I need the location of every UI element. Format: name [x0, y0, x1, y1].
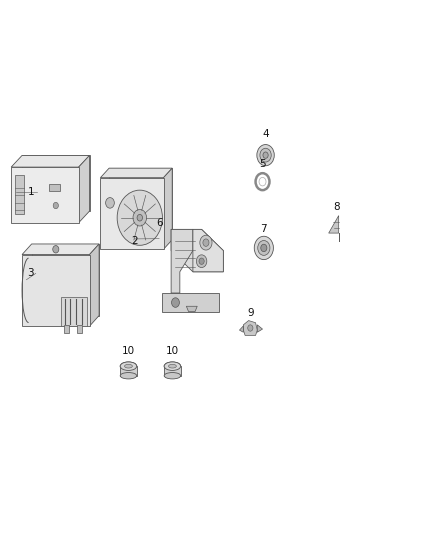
Polygon shape: [79, 156, 89, 223]
Polygon shape: [100, 168, 172, 177]
Circle shape: [196, 255, 207, 268]
Text: 1: 1: [28, 187, 34, 197]
Circle shape: [200, 235, 212, 250]
Circle shape: [199, 258, 204, 264]
Ellipse shape: [124, 365, 132, 368]
Ellipse shape: [164, 362, 181, 370]
Polygon shape: [162, 293, 219, 312]
Circle shape: [172, 298, 180, 308]
Ellipse shape: [164, 362, 181, 370]
Polygon shape: [22, 244, 99, 255]
Text: 9: 9: [247, 309, 254, 318]
Polygon shape: [22, 156, 89, 211]
Polygon shape: [22, 255, 89, 326]
Polygon shape: [163, 168, 172, 249]
Bar: [164, 366, 181, 376]
Bar: [14, 175, 24, 214]
Polygon shape: [257, 325, 262, 332]
Polygon shape: [109, 168, 172, 240]
Ellipse shape: [164, 373, 181, 379]
Ellipse shape: [120, 362, 137, 370]
Text: 10: 10: [122, 345, 135, 356]
Bar: [64, 325, 69, 333]
Polygon shape: [171, 229, 193, 293]
Circle shape: [203, 239, 209, 246]
Text: 5: 5: [259, 159, 266, 169]
Text: 6: 6: [156, 218, 162, 228]
Circle shape: [106, 198, 114, 208]
Circle shape: [53, 203, 58, 209]
Polygon shape: [100, 177, 163, 249]
Circle shape: [258, 240, 270, 255]
Text: 8: 8: [333, 202, 340, 212]
Circle shape: [248, 325, 253, 331]
Text: 2: 2: [131, 236, 138, 246]
Text: 4: 4: [262, 129, 269, 139]
Polygon shape: [186, 306, 197, 312]
Text: 3: 3: [27, 269, 33, 278]
Circle shape: [117, 190, 162, 245]
Polygon shape: [328, 216, 339, 233]
Bar: [77, 325, 82, 333]
Ellipse shape: [169, 365, 177, 368]
Circle shape: [263, 152, 268, 158]
Circle shape: [261, 244, 267, 252]
Bar: [49, 184, 60, 191]
Ellipse shape: [120, 373, 137, 379]
Polygon shape: [171, 229, 223, 272]
Circle shape: [257, 144, 274, 166]
Polygon shape: [240, 326, 244, 332]
Polygon shape: [11, 167, 79, 223]
Polygon shape: [193, 229, 223, 272]
Polygon shape: [89, 244, 99, 326]
Circle shape: [53, 246, 59, 253]
Circle shape: [137, 214, 142, 221]
Bar: [61, 297, 87, 326]
Polygon shape: [244, 320, 257, 335]
Circle shape: [254, 236, 273, 260]
Circle shape: [260, 148, 271, 162]
Polygon shape: [32, 244, 99, 316]
Ellipse shape: [120, 362, 137, 370]
Polygon shape: [11, 156, 89, 167]
Circle shape: [133, 209, 147, 226]
Bar: [120, 366, 137, 376]
Text: 10: 10: [166, 345, 179, 356]
Text: 7: 7: [261, 224, 267, 233]
